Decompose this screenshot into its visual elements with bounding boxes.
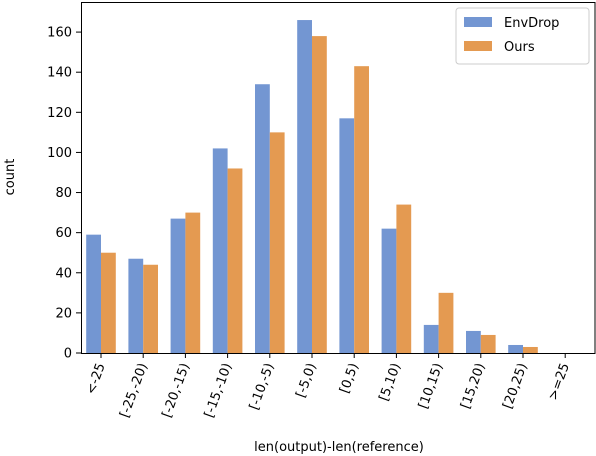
x-tick-label-4: [-10,-5) (247, 361, 278, 412)
x-tick-label-7: [5,10) (377, 361, 404, 403)
bar-ours-8 (438, 292, 454, 353)
bar-envdrop-10 (508, 344, 523, 353)
bar-ours-2 (185, 212, 201, 353)
bar-envdrop-1 (128, 258, 144, 353)
y-tick-label-60: 60 (55, 226, 72, 241)
x-tick-label-11: >=25 (546, 361, 573, 402)
bar-ours-1 (143, 264, 158, 353)
y-tick-label-160: 160 (47, 26, 72, 41)
y-tick-label-80: 80 (55, 186, 72, 201)
y-tick-label-140: 140 (47, 66, 72, 81)
y-axis-label: count (3, 159, 18, 196)
x-tick-label-9: [15,20) (458, 361, 488, 411)
legend-label-ours: Ours (504, 40, 535, 55)
x-tick-label-0: <-25 (84, 361, 109, 396)
y-tick-label-0: 0 (64, 347, 72, 362)
bar-envdrop-0 (86, 234, 101, 353)
bar-ours-0 (101, 252, 116, 353)
legend-swatch-ours (464, 41, 492, 51)
x-tick-label-3: [-15,-10) (202, 361, 236, 419)
x-tick-label-6: [0,5) (337, 361, 362, 395)
bar-envdrop-3 (212, 148, 228, 353)
bar-envdrop-8 (423, 324, 439, 353)
bar-ours-9 (480, 334, 496, 353)
x-tick-label-8: [10,15) (416, 361, 446, 411)
bar-envdrop-9 (466, 330, 481, 353)
bar-ours-4 (269, 132, 285, 353)
bar-envdrop-7 (381, 228, 397, 353)
x-tick-label-1: [-25,-20) (117, 361, 151, 419)
y-tick-label-40: 40 (55, 266, 72, 281)
bar-ours-7 (396, 204, 412, 353)
legend-label-envdrop: EnvDrop (504, 16, 559, 31)
x-tick-label-2: [-20,-15) (160, 361, 194, 419)
bar-ours-6 (354, 66, 369, 354)
plot-area: 0 20 40 60 80 100 120 140 160 <-25 [-25,-20) [-20,-… (47, 2, 596, 420)
bar-envdrop-4 (255, 84, 270, 353)
bar-ours-10 (523, 346, 538, 353)
y-tick-label-120: 120 (47, 106, 72, 121)
bar-envdrop-2 (170, 218, 186, 353)
bar-ours-3 (227, 168, 243, 353)
x-axis-label: len(output)-len(reference) (254, 440, 424, 455)
plot-frame (81, 2, 596, 354)
bar-envdrop-6 (339, 118, 355, 353)
bar-envdrop-5 (297, 20, 312, 354)
bar-ours-5 (312, 36, 327, 353)
x-tick-label-5: [-5,0) (294, 361, 320, 400)
y-tick-label-20: 20 (55, 306, 72, 321)
legend-swatch-envdrop (464, 17, 492, 27)
x-tick-label-10: [20,25) (500, 361, 530, 411)
y-tick-label-100: 100 (47, 146, 72, 161)
